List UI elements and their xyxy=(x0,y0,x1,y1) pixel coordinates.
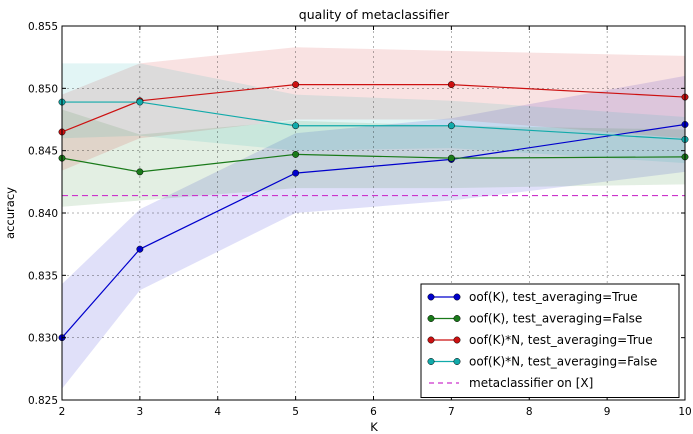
data-point-series-2 xyxy=(136,168,144,176)
data-point-series-4 xyxy=(136,98,144,106)
legend-marker-swatch xyxy=(427,358,435,365)
data-point-series-4 xyxy=(447,122,455,130)
x-tick-label: 4 xyxy=(214,406,221,418)
data-point-series-1 xyxy=(136,245,144,253)
data-point-series-2 xyxy=(447,154,455,162)
legend-marker-swatch xyxy=(427,336,435,344)
y-tick-label: 0.850 xyxy=(28,83,58,95)
legend-marker-swatch xyxy=(453,293,461,301)
chart-title: quality of metaclassifier xyxy=(299,7,450,22)
x-tick-label: 3 xyxy=(137,406,144,418)
legend-entry-label: oof(K)*N, test_averaging=False xyxy=(469,355,657,369)
x-tick-label: 5 xyxy=(292,406,299,418)
legend-marker-swatch xyxy=(453,358,461,365)
x-axis-label: K xyxy=(370,420,378,434)
legend-marker-swatch xyxy=(427,315,435,322)
data-point-series-1 xyxy=(292,169,300,177)
y-axis-label: accuracy xyxy=(3,187,17,239)
legend-entry-label: metaclassifier on [X] xyxy=(469,376,593,390)
data-point-series-4 xyxy=(292,122,300,130)
confidence-band-series-3 xyxy=(62,47,685,171)
x-tick-label: 2 xyxy=(59,406,66,418)
data-point-series-2 xyxy=(292,150,300,158)
legend-entry-label: oof(K), test_averaging=True xyxy=(469,290,638,304)
x-tick-label: 7 xyxy=(448,406,455,418)
x-tick-label: 10 xyxy=(678,406,691,418)
confidence-band-series-1 xyxy=(62,75,685,389)
legend-marker-swatch xyxy=(453,315,461,322)
legend-entry-label: oof(K)*N, test_averaging=True xyxy=(469,333,653,347)
legend-marker-swatch xyxy=(453,336,461,344)
y-tick-label: 0.845 xyxy=(28,146,58,158)
y-tick-label: 0.825 xyxy=(28,395,58,407)
data-point-series-3 xyxy=(292,81,300,89)
y-tick-label: 0.840 xyxy=(28,208,58,220)
legend-entry-label: oof(K), test_averaging=False xyxy=(469,312,642,326)
y-tick-label: 0.835 xyxy=(28,270,58,282)
x-tick-label: 8 xyxy=(526,406,533,418)
y-axis-ticks: 0.825 0.830 0.835 0.840 0.845 0.850 0.855 xyxy=(28,21,685,407)
legend: oof(K), test_averaging=True oof(K), test_… xyxy=(420,283,680,398)
y-tick-label: 0.855 xyxy=(28,21,58,33)
x-tick-label: 6 xyxy=(370,406,377,418)
x-axis-ticks: 2 3 4 5 6 7 8 9 10 xyxy=(59,26,692,418)
legend-marker-swatch xyxy=(427,293,435,301)
data-point-series-3 xyxy=(447,81,455,89)
y-tick-label: 0.830 xyxy=(28,333,58,345)
legend-box xyxy=(420,283,680,398)
x-tick-label: 9 xyxy=(604,406,611,418)
